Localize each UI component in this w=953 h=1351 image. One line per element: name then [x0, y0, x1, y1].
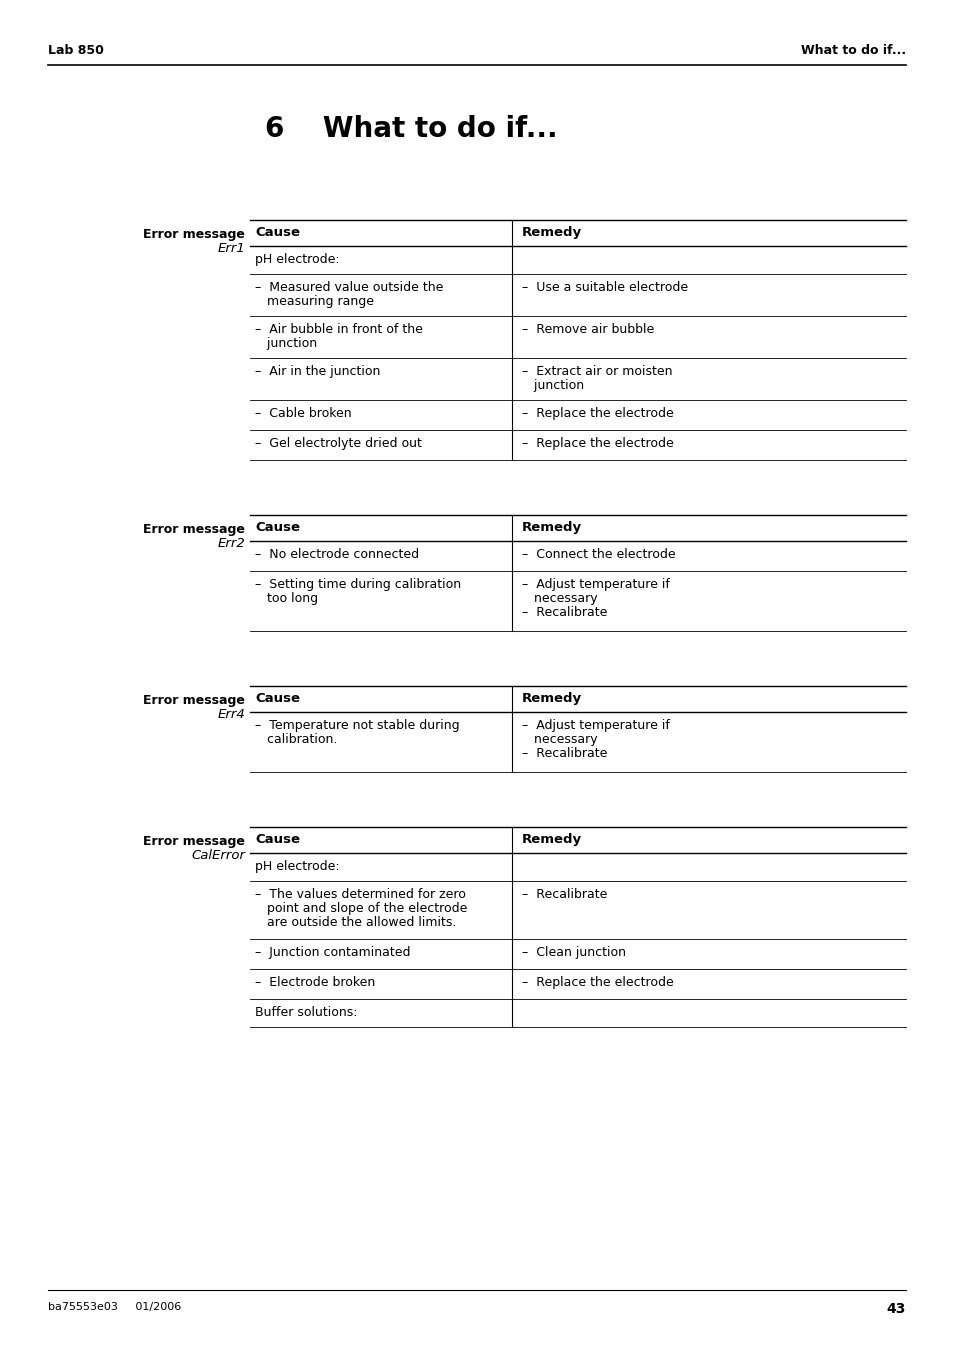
Text: Cause: Cause — [254, 692, 299, 705]
Text: Error message: Error message — [143, 694, 245, 707]
Text: –  Recalibrate: – Recalibrate — [521, 747, 607, 761]
Text: –  Recalibrate: – Recalibrate — [521, 888, 607, 901]
Text: 6    What to do if...: 6 What to do if... — [265, 115, 558, 143]
Text: –  Measured value outside the: – Measured value outside the — [254, 281, 443, 295]
Text: –  Extract air or moisten: – Extract air or moisten — [521, 365, 672, 378]
Text: What to do if...: What to do if... — [800, 45, 905, 57]
Text: –  Remove air bubble: – Remove air bubble — [521, 323, 654, 336]
Text: –  Cable broken: – Cable broken — [254, 407, 352, 420]
Text: –  Gel electrolyte dried out: – Gel electrolyte dried out — [254, 436, 421, 450]
Text: –  Temperature not stable during: – Temperature not stable during — [254, 719, 459, 732]
Text: –  Setting time during calibration: – Setting time during calibration — [254, 578, 460, 590]
Text: ba75553e03     01/2006: ba75553e03 01/2006 — [48, 1302, 181, 1312]
Text: Lab 850: Lab 850 — [48, 45, 104, 57]
Text: –  Replace the electrode: – Replace the electrode — [521, 436, 673, 450]
Text: CalError: CalError — [191, 848, 245, 862]
Text: Remedy: Remedy — [521, 692, 581, 705]
Text: –  No electrode connected: – No electrode connected — [254, 549, 418, 561]
Text: –  Clean junction: – Clean junction — [521, 946, 625, 959]
Text: measuring range: measuring range — [254, 295, 374, 308]
Text: Cause: Cause — [254, 834, 299, 846]
Text: Err2: Err2 — [217, 536, 245, 550]
Text: Err4: Err4 — [217, 708, 245, 721]
Text: Err1: Err1 — [217, 242, 245, 255]
Text: –  Replace the electrode: – Replace the electrode — [521, 975, 673, 989]
Text: Error message: Error message — [143, 835, 245, 848]
Text: –  Adjust temperature if: – Adjust temperature if — [521, 578, 669, 590]
Text: –  Use a suitable electrode: – Use a suitable electrode — [521, 281, 687, 295]
Text: –  Junction contaminated: – Junction contaminated — [254, 946, 410, 959]
Text: Error message: Error message — [143, 523, 245, 536]
Text: Error message: Error message — [143, 228, 245, 240]
Text: necessary: necessary — [521, 592, 597, 605]
Text: calibration.: calibration. — [254, 734, 337, 746]
Text: point and slope of the electrode: point and slope of the electrode — [254, 902, 467, 915]
Text: Remedy: Remedy — [521, 521, 581, 534]
Text: are outside the allowed limits.: are outside the allowed limits. — [254, 916, 456, 929]
Text: junction: junction — [521, 380, 583, 392]
Text: pH electrode:: pH electrode: — [254, 253, 339, 266]
Text: –  Recalibrate: – Recalibrate — [521, 607, 607, 619]
Text: –  Air in the junction: – Air in the junction — [254, 365, 380, 378]
Text: Cause: Cause — [254, 226, 299, 239]
Text: Remedy: Remedy — [521, 834, 581, 846]
Text: –  The values determined for zero: – The values determined for zero — [254, 888, 465, 901]
Text: –  Adjust temperature if: – Adjust temperature if — [521, 719, 669, 732]
Text: –  Connect the electrode: – Connect the electrode — [521, 549, 675, 561]
Text: too long: too long — [254, 592, 317, 605]
Text: Remedy: Remedy — [521, 226, 581, 239]
Text: 43: 43 — [885, 1302, 905, 1316]
Text: pH electrode:: pH electrode: — [254, 861, 339, 873]
Text: –  Air bubble in front of the: – Air bubble in front of the — [254, 323, 422, 336]
Text: necessary: necessary — [521, 734, 597, 746]
Text: Cause: Cause — [254, 521, 299, 534]
Text: –  Replace the electrode: – Replace the electrode — [521, 407, 673, 420]
Text: –  Electrode broken: – Electrode broken — [254, 975, 375, 989]
Text: Buffer solutions:: Buffer solutions: — [254, 1006, 357, 1019]
Text: junction: junction — [254, 336, 316, 350]
